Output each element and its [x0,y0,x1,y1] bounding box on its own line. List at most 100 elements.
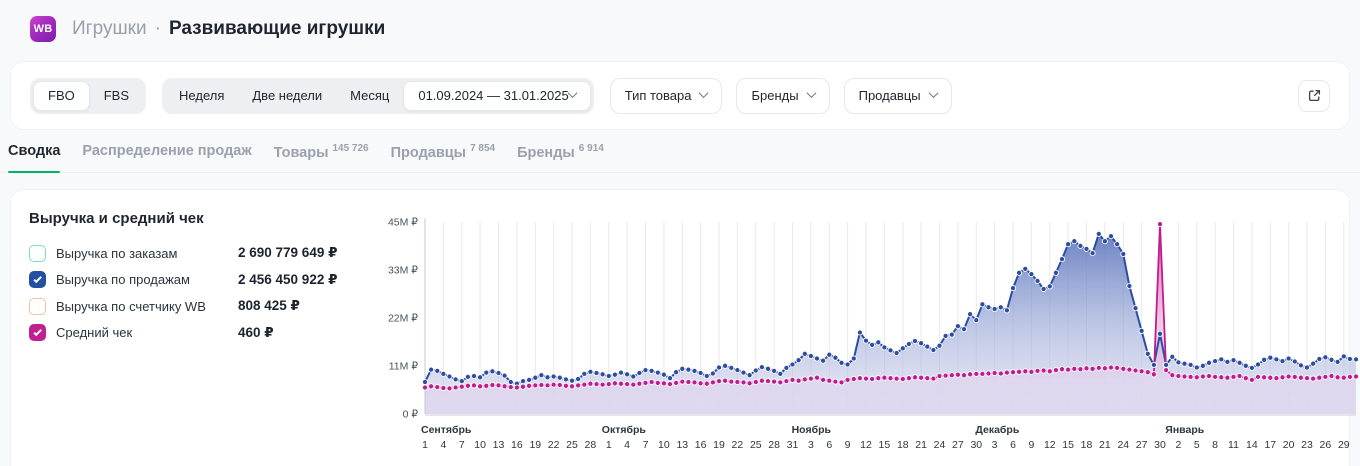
svg-text:4: 4 [440,439,446,451]
date-range-value: 01.09.2024 — 31.01.2025 [418,88,569,103]
svg-text:33M ₽: 33M ₽ [388,265,418,277]
svg-text:11: 11 [1228,439,1239,451]
svg-text:26: 26 [1320,439,1332,451]
x-axis-day-labels: 1 4 7 10 13 16 19 22 25 28 1 4 7 10 13 16 19 22 25 28 31 3 6 9 1… [422,439,1350,451]
svg-text:22: 22 [732,439,744,451]
tab-3[interactable]: Продавцы 7 854 [391,141,495,172]
sales-points [421,230,1360,387]
svg-text:31: 31 [787,439,799,451]
chevron-down-icon [699,87,709,98]
x-axis-month-labels: Сентябрь Октябрь Ноябрь Декабрь Январь [421,424,1205,436]
svg-text:10: 10 [658,439,670,451]
svg-text:23: 23 [1301,439,1313,451]
checkbox-checked[interactable] [29,324,46,342]
svg-text:25: 25 [566,439,578,451]
svg-text:7: 7 [459,439,465,451]
y-axis-labels: 0 ₽ 11M ₽ 22M ₽ 33M ₽ 45M ₽ [388,217,418,421]
svg-text:11M ₽: 11M ₽ [389,361,419,373]
chevron-down-icon [567,87,578,98]
external-link-icon [1308,89,1320,102]
tab-bar: Сводка Распределение продаж Товары 145 726 П… [0,141,1360,173]
tab-2[interactable]: Товары 145 726 [274,141,369,172]
fulfillment-option-fbs[interactable]: FBS [103,88,130,103]
breadcrumb-category-link[interactable]: Игрушки [72,17,147,39]
svg-text:13: 13 [493,439,505,451]
wb-logo-text: WB [33,22,53,35]
legend-label: Выручка по продажам [56,272,190,288]
checkbox-unchecked[interactable] [29,244,46,262]
svg-text:29: 29 [1338,439,1350,451]
svg-text:21: 21 [915,439,927,451]
svg-text:10: 10 [474,439,486,451]
checkbox-checked[interactable] [29,271,46,289]
svg-text:21: 21 [1099,439,1111,451]
date-range-selector[interactable]: 01.09.2024 — 31.01.2025 [403,80,591,111]
checkbox-unchecked[interactable] [29,297,46,315]
svg-text:22M ₽: 22M ₽ [388,313,418,325]
revenue-chart[interactable]: 0 ₽ 11M ₽ 22M ₽ 33M ₽ 45M ₽ Сентябрь Октябрь Но… [386,197,1360,466]
svg-text:30: 30 [970,439,982,451]
filter-dropdown-2[interactable]: Продавцы [843,77,952,114]
chart-legend: Выручка и средний чек Выручка по заказам… [29,210,379,346]
legend-row-1: Выручка по продажам 2 456 450 922 ₽ [29,267,379,294]
tab-count: 7 854 [470,143,496,154]
breadcrumb: Игрушки · Развивающие игрушки [72,18,385,40]
svg-text:8: 8 [1212,439,1218,451]
svg-text:9: 9 [845,439,851,451]
summary-card: Выручка и средний чек Выручка по заказам… [10,189,1360,466]
filter-dropdown-0[interactable]: Тип товара [609,77,723,114]
breadcrumb-separator: · [154,17,161,39]
period-option-1[interactable]: Две недели [252,88,323,103]
legend-row-2: Выручка по счетчику WB 808 425 ₽ [29,293,379,320]
legend-row-0: Выручка по заказам 2 690 779 649 ₽ [29,240,379,267]
svg-text:15: 15 [879,439,891,451]
svg-text:18: 18 [897,439,909,451]
svg-text:6: 6 [826,439,832,451]
svg-text:Октябрь: Октябрь [602,424,647,436]
svg-text:6: 6 [1010,439,1016,451]
svg-text:18: 18 [1081,439,1093,451]
checkmark-icon [32,327,42,336]
legend-value: 2 456 450 922 ₽ [238,271,338,287]
svg-text:4: 4 [624,439,630,451]
filter-toolbar: FBO FBS Неделя Две недели Месяц 01.09.2024 —… [10,61,1350,130]
chevron-down-icon [928,87,939,98]
tab-count: 145 726 [332,143,369,154]
tab-0[interactable]: Сводка [8,141,61,173]
svg-text:Декабрь: Декабрь [975,424,1019,436]
chevron-down-icon [806,87,817,98]
svg-text:Ноябрь: Ноябрь [792,424,832,436]
svg-text:16: 16 [695,439,707,451]
svg-text:Сентябрь: Сентябрь [421,424,472,436]
filter-dropdown-1[interactable]: Бренды [736,77,830,114]
tab-1[interactable]: Распределение продаж [82,141,251,172]
legend-label: Средний чек [56,325,133,341]
tab-count: 6 914 [578,143,604,154]
svg-text:25: 25 [750,439,762,451]
tab-4[interactable]: Бренды 6 914 [517,141,604,172]
svg-text:13: 13 [676,439,688,451]
avg-check-points [421,221,1360,392]
svg-text:17: 17 [1264,439,1276,451]
export-button[interactable] [1298,79,1330,112]
period-option-2[interactable]: Месяц [350,88,390,103]
svg-text:Январь: Январь [1165,424,1204,436]
legend-label: Выручка по счетчику WB [56,298,206,314]
legend-rows: Выручка по заказам 2 690 779 649 ₽ Выручка… [29,240,379,346]
filter-dropdown-label: Бренды [751,88,799,103]
svg-text:12: 12 [860,439,872,451]
period-toggle: Неделя Две недели Месяц 01.09.2024 — 31.01.… [162,77,594,114]
svg-text:24: 24 [934,439,946,451]
svg-text:15: 15 [1062,439,1074,451]
filter-dropdowns: Тип товара Бренды Продавцы [609,77,952,114]
tab-label: Товары [273,144,329,161]
period-option-0[interactable]: Неделя [179,88,225,103]
tab-label: Сводка [8,143,61,159]
legend-value: 460 ₽ [238,324,274,340]
svg-text:30: 30 [1154,439,1166,451]
svg-text:7: 7 [643,439,649,451]
tab-label: Продавцы [390,144,467,161]
fulfillment-option-fbo[interactable]: FBO [33,80,90,111]
svg-text:27: 27 [1136,439,1148,451]
wb-logo[interactable]: WB [30,15,56,42]
